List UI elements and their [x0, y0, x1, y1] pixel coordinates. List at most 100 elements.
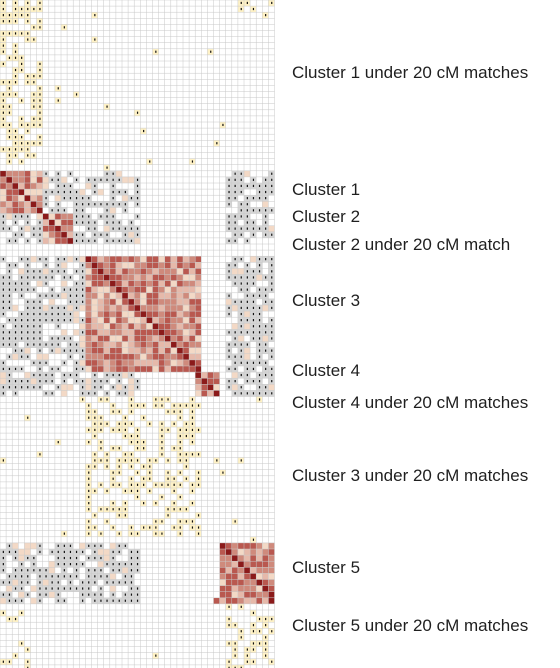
- matrix-mark: [8, 380, 11, 383]
- matrix-mark: [234, 331, 236, 334]
- matrix-mark: [75, 197, 78, 200]
- matrix-cell: [12, 542, 19, 549]
- matrix-cell: [24, 225, 31, 232]
- matrix-mark: [136, 190, 139, 194]
- matrix-mark: [130, 441, 133, 444]
- matrix-mark: [39, 258, 41, 261]
- matrix-cell: [91, 323, 98, 330]
- matrix-cell: [91, 329, 98, 336]
- matrix-cell: [24, 207, 31, 214]
- matrix-mark: [265, 276, 267, 279]
- matrix-mark: [252, 380, 255, 383]
- matrix-cell: [256, 591, 263, 598]
- matrix-cell: [97, 359, 104, 366]
- matrix-mark: [57, 367, 59, 371]
- matrix-cell: [219, 573, 226, 580]
- matrix-cell: [85, 341, 92, 348]
- matrix-mark: [57, 172, 59, 175]
- matrix-cell: [244, 573, 251, 580]
- matrix-cell: [36, 280, 43, 287]
- matrix-mark: [51, 575, 53, 578]
- matrix-cell: [61, 292, 68, 299]
- matrix-cell: [24, 201, 31, 208]
- matrix-mark: [228, 197, 230, 200]
- matrix-mark: [118, 239, 120, 242]
- matrix-mark: [240, 361, 242, 364]
- matrix-mark: [14, 68, 17, 72]
- matrix-cell: [67, 219, 74, 226]
- matrix-cell: [146, 353, 153, 360]
- matrix-mark: [265, 209, 267, 212]
- matrix-cell: [30, 170, 37, 177]
- matrix-cell: [85, 292, 92, 299]
- matrix-cell: [268, 561, 275, 568]
- matrix-mark: [136, 203, 139, 206]
- matrix-mark: [88, 239, 90, 242]
- matrix-cell: [128, 292, 135, 299]
- matrix-mark: [258, 184, 261, 188]
- matrix-cell: [48, 231, 55, 238]
- matrix-mark: [45, 312, 47, 316]
- matrix-mark: [258, 380, 261, 383]
- matrix-mark: [258, 288, 261, 291]
- matrix-mark: [14, 221, 17, 224]
- matrix-cell: [195, 286, 202, 293]
- matrix-mark: [234, 184, 236, 188]
- matrix-mark: [222, 471, 224, 474]
- matrix-mark: [21, 349, 23, 352]
- matrix-cell: [170, 298, 177, 305]
- matrix-mark: [2, 569, 4, 572]
- matrix-cell: [0, 597, 7, 604]
- matrix-mark: [57, 587, 59, 590]
- matrix-mark: [118, 410, 120, 413]
- matrix-mark: [149, 459, 151, 462]
- matrix-mark: [271, 270, 273, 273]
- matrix-mark: [2, 258, 4, 261]
- matrix-mark: [8, 239, 11, 242]
- matrix-cell: [140, 317, 147, 324]
- matrix-mark: [265, 190, 267, 194]
- matrix-mark: [246, 227, 248, 230]
- matrix-mark: [88, 428, 90, 432]
- matrix-mark: [33, 288, 35, 291]
- matrix-mark: [8, 276, 11, 279]
- matrix-cell: [231, 579, 238, 586]
- matrix-cell: [164, 292, 171, 299]
- matrix-cell: [152, 359, 159, 366]
- matrix-mark: [2, 38, 4, 41]
- matrix-mark: [106, 575, 108, 578]
- matrix-mark: [82, 209, 84, 212]
- matrix-cell: [42, 225, 49, 232]
- matrix-mark: [8, 300, 11, 303]
- matrix-mark: [57, 599, 59, 602]
- matrix-mark: [45, 190, 47, 194]
- matrix-mark: [246, 276, 248, 279]
- matrix-mark: [39, 544, 41, 547]
- matrix-cell: [152, 280, 159, 287]
- matrix-mark: [271, 373, 273, 377]
- matrix-mark: [39, 294, 41, 297]
- matrix-cell: [164, 329, 171, 336]
- matrix-cell: [195, 298, 202, 305]
- matrix-cell: [183, 262, 190, 269]
- matrix-mark: [57, 441, 59, 444]
- matrix-mark: [63, 349, 65, 352]
- matrix-mark: [27, 569, 29, 572]
- matrix-mark: [155, 483, 157, 486]
- matrix-cell: [79, 189, 86, 196]
- matrix-mark: [57, 99, 59, 102]
- matrix-cell: [231, 542, 238, 549]
- matrix-cell: [158, 256, 165, 263]
- matrix-mark: [94, 428, 96, 432]
- matrix-mark: [112, 508, 114, 511]
- matrix-cell: [256, 561, 263, 568]
- matrix-cell: [42, 231, 49, 238]
- matrix-cell: [42, 579, 49, 586]
- matrix-mark: [161, 441, 163, 444]
- matrix-cell: [128, 329, 135, 336]
- matrix-cell: [176, 292, 183, 299]
- matrix-cell: [195, 305, 202, 312]
- matrix-mark: [271, 282, 273, 285]
- matrix-cell: [30, 597, 37, 604]
- matrix-cell: [170, 341, 177, 348]
